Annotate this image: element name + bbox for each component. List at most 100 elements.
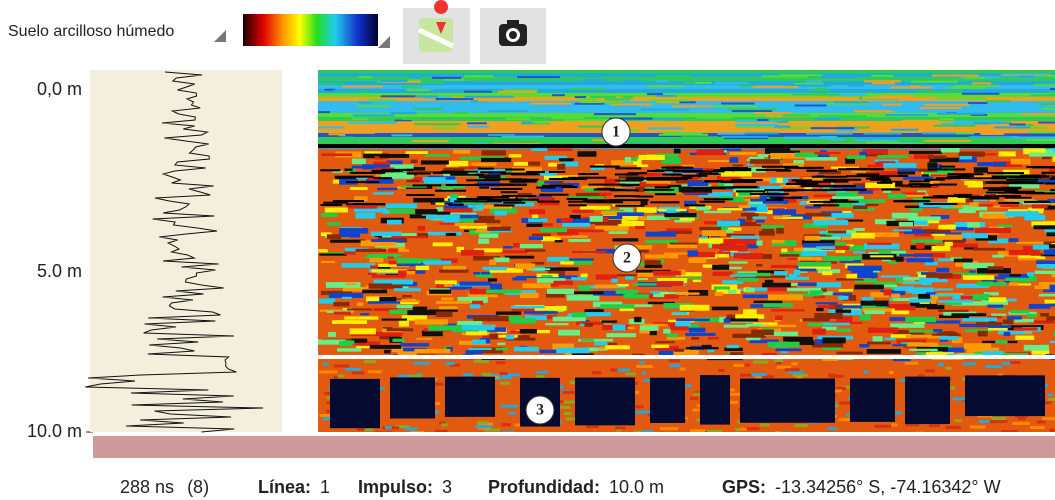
texture: [818, 171, 841, 175]
texture: [525, 170, 545, 173]
texture: [791, 93, 840, 96]
texture: [384, 349, 391, 354]
texture: [828, 426, 837, 430]
texture: [1040, 313, 1049, 317]
texture: [552, 316, 586, 322]
texture: [937, 112, 985, 115]
texture: [594, 341, 608, 346]
texture: [775, 431, 781, 432]
soil-dropdown[interactable]: Suelo arcilloso húmedo: [8, 23, 226, 42]
texture: [636, 164, 649, 168]
texture: [924, 178, 945, 181]
texture: [504, 255, 535, 259]
texture: [392, 338, 405, 342]
texture: [1012, 421, 1030, 425]
texture: [924, 139, 971, 142]
texture: [473, 272, 481, 275]
texture: [577, 125, 608, 128]
texture: [358, 128, 384, 131]
texture: [360, 240, 396, 247]
texture: [667, 242, 698, 249]
texture: [322, 417, 334, 421]
texture: [467, 204, 486, 208]
marker-label: 1: [612, 124, 620, 141]
texture: [326, 234, 342, 240]
texture: [904, 193, 929, 198]
texture: [692, 187, 726, 190]
texture: [445, 232, 457, 236]
texture: [478, 238, 490, 244]
texture: [735, 272, 771, 277]
texture: [889, 258, 923, 261]
texture: [940, 205, 968, 208]
texture: [813, 97, 860, 100]
texture: [640, 108, 690, 111]
texture: [792, 373, 808, 377]
texture: [901, 192, 926, 195]
texture: [1004, 182, 1045, 185]
texture: [478, 327, 491, 334]
palette-dropdown[interactable]: [243, 14, 390, 48]
texture: [911, 239, 945, 243]
texture: [698, 191, 733, 197]
maps-button[interactable]: [403, 0, 470, 64]
texture: [467, 125, 490, 128]
soil-type[interactable]: Suelo arcilloso húmedo: [8, 23, 174, 40]
texture: [898, 222, 914, 227]
texture: [634, 430, 643, 432]
texture: [945, 366, 952, 370]
texture: [535, 186, 556, 189]
texture: [807, 322, 832, 327]
texture: [568, 176, 607, 179]
texture: [679, 101, 696, 104]
texture: [639, 325, 659, 331]
texture: [595, 221, 618, 226]
texture: [821, 211, 851, 214]
texture: [544, 181, 562, 184]
texture: [1031, 204, 1048, 209]
texture: [532, 121, 546, 124]
texture: [865, 182, 896, 189]
texture: [992, 254, 1005, 258]
scrollbar[interactable]: [93, 436, 1055, 458]
texture: [773, 431, 792, 432]
texture: [717, 208, 743, 211]
texture: [699, 200, 725, 203]
texture: [891, 423, 898, 427]
texture: [633, 248, 649, 253]
texture: [594, 284, 619, 288]
texture: [386, 219, 402, 225]
texture: [889, 317, 920, 321]
texture: [757, 118, 769, 121]
texture: [748, 156, 765, 161]
texture: [566, 294, 600, 301]
camera-button[interactable]: [480, 8, 546, 64]
texture: [953, 258, 973, 263]
texture: [432, 171, 468, 174]
texture: [654, 193, 676, 196]
texture: [823, 200, 859, 203]
texture: [699, 101, 730, 104]
texture: [321, 260, 335, 264]
texture: [964, 76, 985, 79]
texture: [926, 292, 936, 295]
texture: [471, 339, 486, 344]
texture: [345, 133, 391, 136]
texture: [701, 230, 727, 237]
texture: [567, 229, 604, 233]
texture: [859, 151, 867, 158]
texture: [339, 228, 369, 234]
texture: [453, 149, 471, 154]
texture: [787, 370, 804, 374]
texture: [685, 332, 716, 336]
texture: [793, 82, 824, 85]
texture: [319, 413, 333, 417]
texture: [961, 92, 1000, 95]
texture: [1043, 249, 1055, 255]
texture: [586, 312, 611, 317]
texture: [557, 163, 566, 170]
texture: [974, 227, 1011, 234]
texture: [586, 425, 599, 429]
texture: [1027, 272, 1035, 276]
texture: [401, 315, 428, 321]
